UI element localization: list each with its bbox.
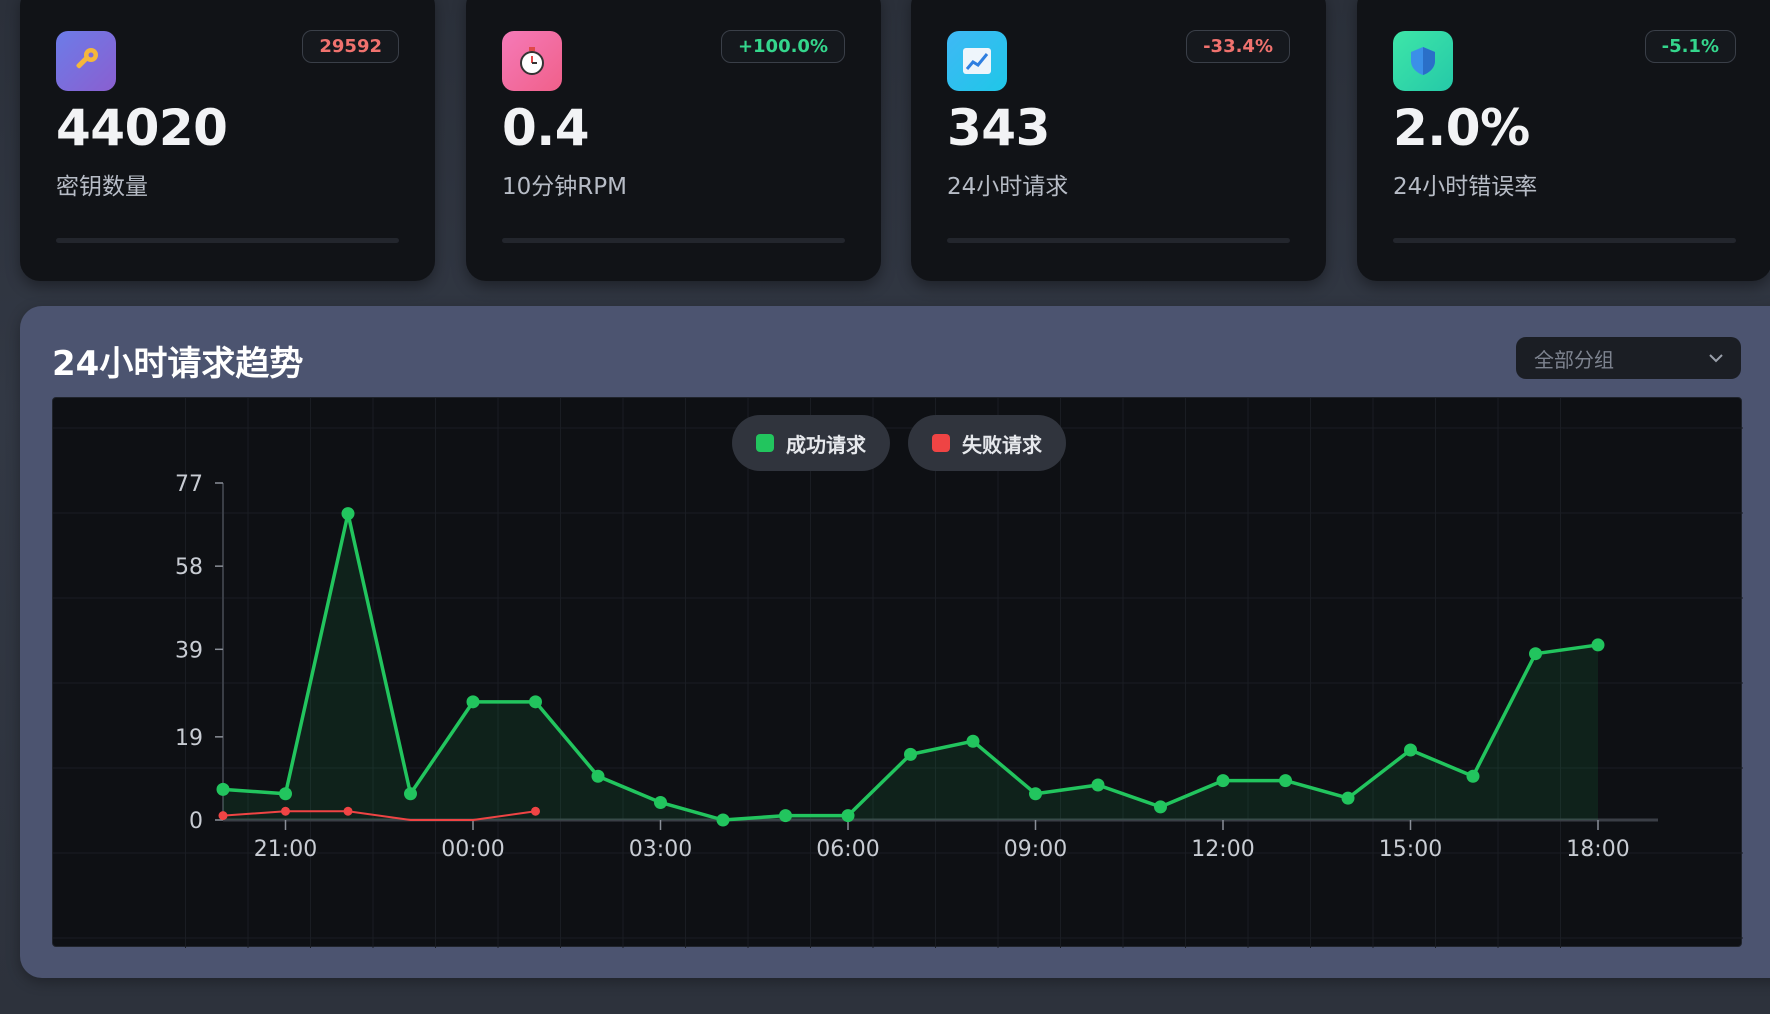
failure-data-point xyxy=(218,811,228,821)
success-data-point xyxy=(466,695,480,709)
success-data-point xyxy=(716,813,730,827)
group-select[interactable]: 全部分组 xyxy=(1516,337,1741,379)
x-tick-label: 15:00 xyxy=(1379,837,1442,862)
success-data-point xyxy=(341,507,355,521)
stat-label: 24小时错误率 xyxy=(1393,174,1538,200)
success-legend-swatch xyxy=(756,434,774,452)
success-area-fill xyxy=(223,513,1598,820)
stat-change-badge: +100.0% xyxy=(720,30,845,63)
stats-row: 29592 44020 密钥数量 +100.0% 0.4 10分钟RPM -33… xyxy=(0,0,1770,282)
stat-progress-track xyxy=(56,238,399,243)
request-trend-chart: 0 19 39 58 77 21:00 00:00 03:00 06:00 09:00 12:00 1… xyxy=(53,398,1743,948)
chart-legend: 成功请求 失败请求 xyxy=(732,410,1068,476)
stat-label: 10分钟RPM xyxy=(502,174,627,200)
x-tick-label: 21:00 xyxy=(254,837,317,862)
success-data-point xyxy=(841,809,855,823)
y-tick-label: 0 xyxy=(189,809,203,834)
x-tick-label: 00:00 xyxy=(441,837,504,862)
failure-data-point xyxy=(343,806,353,816)
failure-data-point xyxy=(281,806,290,816)
x-tick-label: 09:00 xyxy=(1004,837,1067,862)
stat-value: 2.0% xyxy=(1393,99,1530,157)
legend-label: 失败请求 xyxy=(962,432,1042,457)
stat-card-rpm: +100.0% 0.4 10分钟RPM xyxy=(466,0,881,281)
x-tick-label: 18:00 xyxy=(1566,837,1629,862)
y-tick-label: 77 xyxy=(175,472,203,497)
legend-item-failure[interactable]: 失败请求 xyxy=(908,415,1066,471)
success-data-point xyxy=(591,769,605,783)
legend-label: 成功请求 xyxy=(786,432,866,457)
stat-card-24h-requests: -33.4% 343 24小时请求 xyxy=(911,0,1326,281)
success-data-point xyxy=(1404,743,1417,757)
key-icon xyxy=(56,31,116,91)
success-data-point xyxy=(1216,774,1230,788)
success-data-point xyxy=(1154,800,1167,814)
success-data-point xyxy=(1279,774,1292,788)
legend-item-success[interactable]: 成功请求 xyxy=(732,415,890,471)
success-data-point xyxy=(1091,778,1105,792)
y-tick-label: 19 xyxy=(175,726,203,751)
chart-area: 0 19 39 58 77 21:00 00:00 03:00 06:00 09:00 12:00 1… xyxy=(52,397,1743,948)
request-trend-panel: 24小时请求趋势 全部分组 0 19 39 58 77 21:00 00:00 03:00 06… xyxy=(20,306,1770,978)
group-select-value: 全部分组 xyxy=(1534,347,1614,372)
success-data-point xyxy=(654,795,667,809)
stat-progress-track xyxy=(502,238,845,243)
stat-label: 24小时请求 xyxy=(947,174,1069,200)
success-data-point xyxy=(1466,769,1480,783)
x-tick-label: 03:00 xyxy=(629,837,692,862)
success-data-point xyxy=(966,734,980,748)
success-data-point xyxy=(904,747,917,761)
stat-label: 密钥数量 xyxy=(56,174,148,200)
stat-value: 44020 xyxy=(56,99,228,157)
success-data-point xyxy=(1341,791,1355,805)
stat-value: 343 xyxy=(947,99,1050,157)
stat-change-badge: -33.4% xyxy=(1186,30,1290,63)
success-data-point xyxy=(1029,787,1042,801)
chart-up-icon xyxy=(947,31,1007,91)
failure-legend-swatch xyxy=(932,434,950,452)
panel-title: 24小时请求趋势 xyxy=(52,344,304,384)
success-data-point xyxy=(1529,647,1542,661)
stat-progress-track xyxy=(1393,238,1736,243)
stat-progress-track xyxy=(947,238,1290,243)
success-data-point xyxy=(779,809,792,823)
shield-icon xyxy=(1393,31,1453,91)
x-tick-label: 12:00 xyxy=(1191,837,1254,862)
stat-change-badge: -5.1% xyxy=(1644,30,1736,63)
y-tick-label: 39 xyxy=(175,638,203,663)
success-data-point xyxy=(404,787,417,801)
x-tick-label: 06:00 xyxy=(816,837,879,862)
success-data-point xyxy=(529,695,542,709)
chevron-down-icon xyxy=(1709,354,1723,363)
success-data-point xyxy=(1591,638,1605,652)
y-tick-label: 58 xyxy=(175,555,203,580)
stat-change-badge: 29592 xyxy=(302,30,399,63)
stat-card-error-rate: -5.1% 2.0% 24小时错误率 xyxy=(1357,0,1770,281)
failure-data-point xyxy=(531,806,540,816)
stat-card-key-count: 29592 44020 密钥数量 xyxy=(20,0,435,281)
stat-value: 0.4 xyxy=(502,99,590,157)
success-data-point xyxy=(216,782,230,796)
success-data-point xyxy=(279,787,292,801)
stopwatch-icon xyxy=(502,31,562,91)
failure-series-line xyxy=(222,810,536,821)
